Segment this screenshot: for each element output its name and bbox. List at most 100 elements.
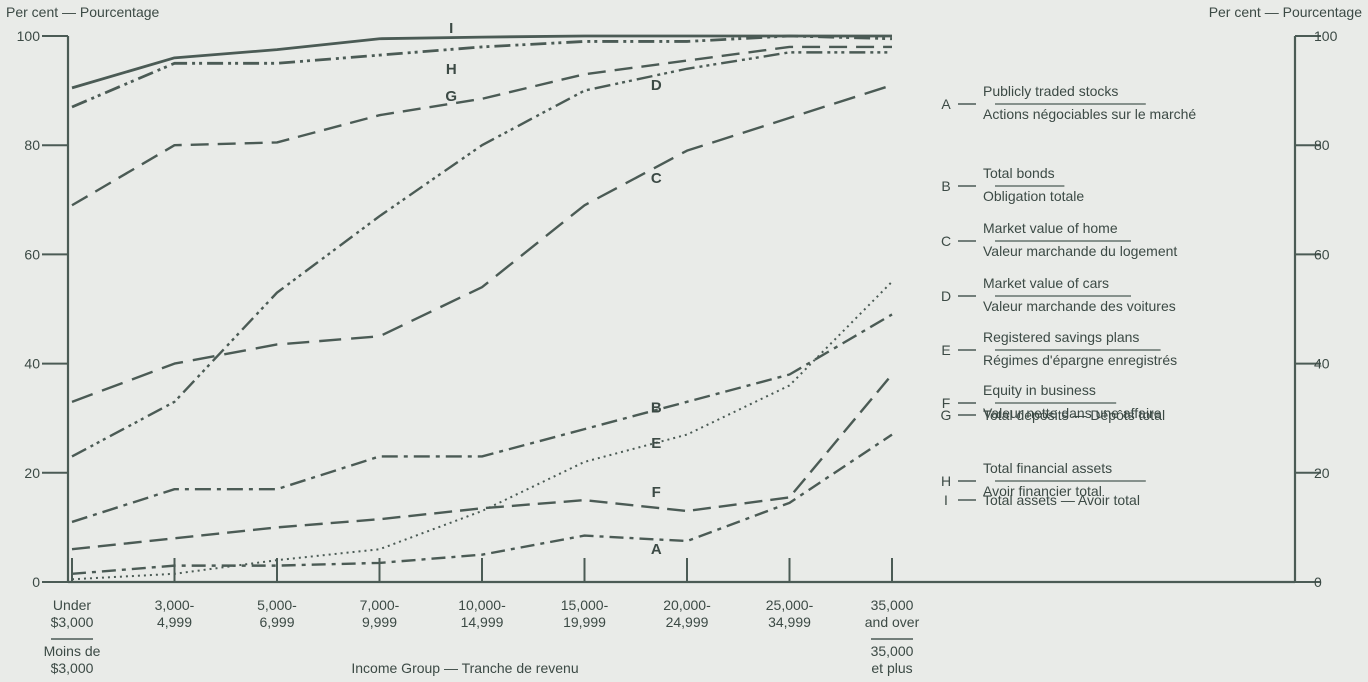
- data-point-d: [583, 89, 585, 91]
- x-tick-label-group: 20,000-24,999: [663, 597, 711, 630]
- data-point-h: [378, 54, 380, 56]
- series-label-i: I: [449, 20, 453, 37]
- x-tick-label: and over: [865, 614, 920, 630]
- series-line-d: [71, 51, 892, 458]
- data-point-a: [788, 502, 790, 504]
- left-y-tick-label: 100: [17, 28, 41, 44]
- data-point-b: [276, 488, 278, 490]
- data-point-i: [481, 36, 483, 38]
- data-point-c: [686, 149, 688, 151]
- left-y-axis-title: Per cent — Pourcentage: [6, 4, 160, 20]
- legend-label-fr: Obligation totale: [983, 188, 1084, 204]
- data-point-i: [891, 35, 893, 37]
- data-point-a: [378, 562, 380, 564]
- series-label-e: E: [651, 435, 661, 452]
- series-label-b: B: [651, 399, 662, 416]
- legend-key: G: [941, 407, 952, 423]
- x-tick-label: Under: [53, 597, 91, 613]
- data-point-h: [71, 106, 73, 108]
- data-point-d: [276, 291, 278, 293]
- data-point-c: [788, 117, 790, 119]
- data-point-b: [788, 373, 790, 375]
- x-tick-label: 6,999: [259, 614, 294, 630]
- data-point-c: [173, 362, 175, 364]
- x-tick-label-group: 25,000-34,999: [766, 597, 814, 630]
- series-line-a: [71, 433, 893, 576]
- x-tick-label-alt: et plus: [871, 660, 912, 676]
- x-axis-title: Income Group — Tranche de revenu: [351, 660, 578, 676]
- data-point-f: [891, 373, 893, 375]
- data-point-b: [71, 521, 73, 523]
- data-point-c: [378, 335, 380, 337]
- data-point-d: [891, 51, 893, 53]
- right-y-tick-label: 60: [1314, 246, 1330, 262]
- data-point-c: [71, 401, 73, 403]
- right-y-tick-label: 0: [1314, 574, 1322, 590]
- data-point-a: [583, 534, 585, 536]
- data-point-g: [583, 73, 585, 75]
- x-tick-label: 25,000-: [766, 597, 814, 613]
- data-point-e: [378, 548, 380, 550]
- legend-key: B: [941, 178, 950, 194]
- data-point-i: [71, 87, 73, 89]
- legend-label-fr: Avoir financier total: [983, 483, 1102, 499]
- x-tick-label-alt: 35,000: [871, 643, 914, 659]
- legend-key: H: [941, 473, 951, 489]
- legend-label-en: Total financial assets: [983, 460, 1112, 476]
- right-y-tick-label: 40: [1314, 356, 1330, 372]
- series-line-h: [71, 34, 893, 109]
- left-y-tick-label: 40: [24, 356, 40, 372]
- data-point-f: [173, 537, 175, 539]
- legend-label: Total deposits — Dépôts total: [983, 407, 1165, 423]
- data-point-d: [71, 455, 73, 457]
- data-point-a: [173, 564, 175, 566]
- data-point-f: [686, 510, 688, 512]
- data-point-g: [71, 204, 73, 206]
- legend-key: E: [941, 342, 950, 358]
- data-point-a: [481, 554, 483, 556]
- legend-item-a: A Publicly traded stocks Actions négociabl…: [941, 83, 1196, 122]
- data-point-a: [71, 573, 73, 575]
- legend-item-h: H Total financial assets Avoir financier t…: [941, 460, 1146, 499]
- data-point-g: [788, 46, 790, 48]
- legend-label-en: Market value of cars: [983, 275, 1109, 291]
- series-label-f: F: [652, 484, 661, 501]
- legend-item-c: C Market value of home Valeur marchande du…: [941, 220, 1177, 259]
- x-tick-label-alt: Moins de: [44, 643, 101, 659]
- legend-item-b: B Total bonds Obligation totale: [941, 165, 1084, 204]
- left-y-tick-label: 20: [24, 465, 40, 481]
- right-y-tick-label: 100: [1314, 28, 1338, 44]
- x-tick-label-group: 15,000-19,999: [561, 597, 609, 630]
- x-tick-label: 34,999: [768, 614, 811, 630]
- data-point-e: [686, 433, 688, 435]
- data-point-e: [583, 461, 585, 463]
- legend-key: C: [941, 233, 951, 249]
- data-point-h: [173, 62, 175, 64]
- data-point-a: [276, 564, 278, 566]
- data-point-f: [378, 518, 380, 520]
- data-point-h: [276, 62, 278, 64]
- legend-label-en: Total bonds: [983, 165, 1055, 181]
- legend-label-fr: Valeur marchande du logement: [983, 243, 1177, 259]
- data-point-e: [891, 281, 893, 283]
- series-line-c: [71, 83, 893, 403]
- series-line-f: [71, 373, 893, 551]
- legend-label-en: Registered savings plans: [983, 329, 1139, 345]
- series-label-c: C: [651, 170, 662, 187]
- legend-key: D: [941, 288, 951, 304]
- legend-label-fr: Actions négociables sur le marché: [983, 106, 1196, 122]
- x-tick-label: 4,999: [157, 614, 192, 630]
- data-point-i: [788, 35, 790, 37]
- data-point-d: [686, 68, 688, 70]
- data-point-d: [481, 144, 483, 146]
- series-label-a: A: [651, 541, 662, 558]
- legend-key: F: [942, 395, 951, 411]
- data-point-f: [481, 507, 483, 509]
- right-y-tick-label: 20: [1314, 465, 1330, 481]
- data-point-b: [686, 401, 688, 403]
- data-point-f: [71, 548, 73, 550]
- data-point-b: [481, 455, 483, 457]
